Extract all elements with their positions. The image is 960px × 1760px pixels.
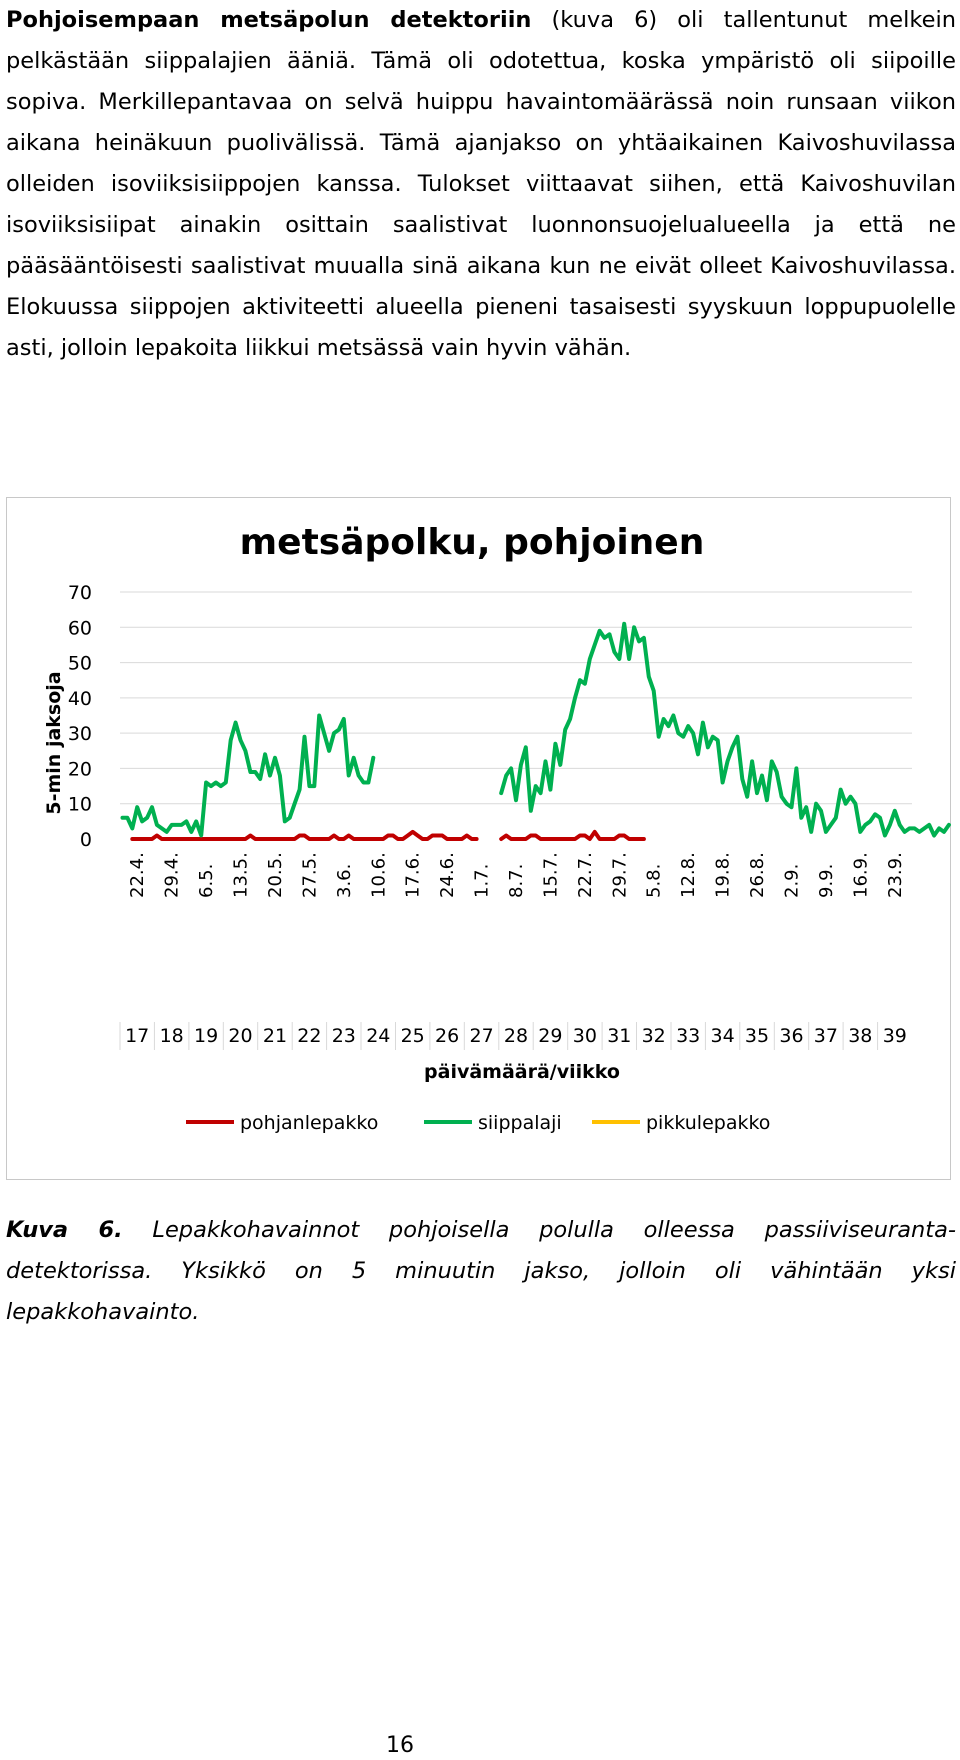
x-week-label: 28: [504, 1025, 528, 1047]
x-week-label: 24: [366, 1025, 390, 1047]
chart-legend: pohjanlepakko siippalaji pikkulepakko: [186, 1112, 770, 1134]
x-week-label: 18: [160, 1025, 184, 1047]
legend-label-pikkulepakko: pikkulepakko: [646, 1112, 770, 1134]
paragraph-lead: Pohjoisempaan metsäpolun detektoriin: [6, 7, 532, 33]
x-date-label: 17.6.: [403, 852, 424, 898]
series-line-siippalaji: [499, 621, 951, 838]
x-date-label: 5.8.: [644, 864, 665, 898]
x-date-label: 10.6.: [368, 852, 389, 898]
series-line-siippalaji: [120, 713, 376, 838]
y-tick-label: 0: [80, 829, 92, 851]
x-week-label: 27: [470, 1025, 494, 1047]
x-date-label: 29.4.: [162, 852, 183, 898]
y-tick-label: 50: [68, 653, 92, 675]
x-date-label: 12.8.: [678, 852, 699, 898]
x-date-label: 6.5.: [196, 864, 217, 898]
chart-title: metsäpolku, pohjoinen: [240, 522, 705, 563]
x-date-label: 9.9.: [816, 864, 837, 898]
chart-frame: [6, 497, 951, 1180]
page-number: 16: [386, 1733, 414, 1758]
x-date-label: 15.7.: [540, 852, 561, 898]
line-chart: metsäpolku, pohjoinen 5-min jaksoja 0 10 2…: [43, 522, 951, 1134]
series-line-pohjanlepakko: [130, 829, 479, 841]
x-week-label: 35: [745, 1025, 769, 1047]
x-date-label: 27.5.: [299, 852, 320, 898]
x-week-label: 29: [538, 1025, 562, 1047]
x-week-label: 19: [194, 1025, 218, 1047]
x-week-label: 22: [297, 1025, 321, 1047]
y-tick-label: 30: [68, 723, 92, 745]
caption-text: Lepakkohavainnot pohjoisella polulla oll…: [6, 1217, 957, 1325]
x-week-label: 34: [711, 1025, 735, 1047]
y-tick-label: 20: [68, 758, 92, 780]
x-week-label: 32: [642, 1025, 666, 1047]
x-week-label: 38: [848, 1025, 872, 1047]
x-week-label: 31: [607, 1025, 631, 1047]
x-week-label: 23: [332, 1025, 356, 1047]
x-week-label: 21: [263, 1025, 287, 1047]
legend-label-pohjanlepakko: pohjanlepakko: [240, 1112, 378, 1134]
paragraph-text: (kuva 6) oli tallentunut melkein pelkäst…: [6, 7, 956, 361]
x-date-label: 1.7.: [472, 864, 493, 898]
x-week-label: 26: [435, 1025, 459, 1047]
x-date-label: 2.9.: [782, 864, 803, 898]
body-paragraph: Pohjoisempaan metsäpolun detektoriin (ku…: [6, 0, 956, 369]
x-date-label: 26.8.: [747, 852, 768, 898]
x-week-label: 20: [228, 1025, 252, 1047]
x-axis-label: päivämäärä/viikko: [424, 1061, 620, 1083]
x-date-label: 29.7.: [609, 852, 630, 898]
y-axis-label: 5-min jaksoja: [43, 671, 65, 814]
caption-label: Kuva 6.: [6, 1217, 123, 1243]
x-date-label: 8.7.: [506, 864, 527, 898]
x-date-label: 22.4.: [127, 852, 148, 898]
x-date-label: 3.6.: [334, 864, 355, 898]
x-week-label: 37: [814, 1025, 838, 1047]
x-week-label: 36: [779, 1025, 803, 1047]
x-week-label: 39: [883, 1025, 907, 1047]
x-date-label: 16.9.: [850, 852, 871, 898]
x-date-label: 23.9.: [885, 852, 906, 898]
x-week-label: 30: [573, 1025, 597, 1047]
y-tick-label: 10: [68, 794, 92, 816]
x-week-label: 25: [401, 1025, 425, 1047]
series-line-pohjanlepakko: [499, 829, 646, 841]
figure-caption: Kuva 6. Lepakkohavainnot pohjoisella pol…: [6, 1210, 956, 1333]
x-week-label: 17: [125, 1025, 149, 1047]
y-tick-label: 60: [68, 617, 92, 639]
x-date-label: 13.5.: [231, 852, 252, 898]
x-date-label: 20.5.: [265, 852, 286, 898]
x-date-label: 24.6.: [437, 852, 458, 898]
x-date-label: 19.8.: [713, 852, 734, 898]
legend-label-siippalaji: siippalaji: [478, 1112, 562, 1134]
x-week-label: 33: [676, 1025, 700, 1047]
y-tick-label: 40: [68, 688, 92, 710]
y-tick-label: 70: [68, 582, 92, 604]
x-date-label: 22.7.: [575, 852, 596, 898]
